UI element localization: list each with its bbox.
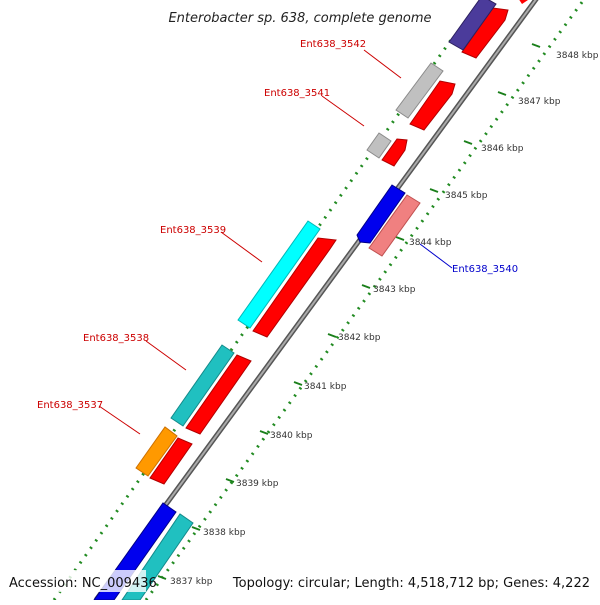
feature-ent638-3537[interactable] <box>135 426 178 477</box>
scale-tick <box>327 333 337 338</box>
scale-tick <box>497 91 507 96</box>
gene-label[interactable]: Ent638_3537 <box>37 400 103 411</box>
gene-label[interactable]: Ent638_3540 <box>452 264 518 275</box>
scale-label: 3848 kbp <box>556 51 599 61</box>
scale-label: 3837 kbp <box>170 577 213 587</box>
scale-label: 3838 kbp <box>203 528 246 538</box>
scale-tick <box>361 284 371 289</box>
scale-tick <box>395 236 405 241</box>
gene-label[interactable]: Ent638_3538 <box>83 333 149 344</box>
scale-label: 3844 kbp <box>409 238 452 248</box>
reverse-features <box>356 184 421 257</box>
leader-line <box>98 405 141 435</box>
scale-label: 3843 kbp <box>373 285 416 295</box>
accession-backdrop <box>6 570 146 592</box>
accession-text: Accession: NC_009436 <box>9 576 157 591</box>
scale-tick <box>293 381 303 386</box>
gene-label[interactable]: Ent638_3542 <box>300 39 366 50</box>
gene-labels: Ent638_3542 Ent638_3541 Ent638_3539 Ent6… <box>37 39 518 411</box>
scale-tick <box>531 43 541 48</box>
cds-feature[interactable] <box>149 437 193 485</box>
scale-label: 3839 kbp <box>236 479 279 489</box>
gene-label[interactable]: Ent638_3539 <box>160 225 226 236</box>
feature-ent638-3540[interactable] <box>368 194 421 257</box>
feature-ent638-3542[interactable] <box>395 62 444 119</box>
gene-label[interactable]: Ent638_3541 <box>264 88 330 99</box>
scale-label: 3840 kbp <box>270 431 313 441</box>
scale-label: 3841 kbp <box>304 382 347 392</box>
genome-backbone <box>93 0 539 602</box>
map-title: Enterobacter sp. 638, complete genome <box>168 11 431 26</box>
scale-labels: 3837 kbp 3838 kbp 3839 kbp 3840 kbp 3841… <box>170 51 599 587</box>
leader-line <box>220 231 263 263</box>
leader-line <box>145 340 187 371</box>
label-leaders <box>98 49 453 435</box>
leader-line <box>363 49 402 79</box>
scale-label: 3842 kbp <box>338 333 381 343</box>
scale-tick <box>157 575 167 580</box>
feature-blue-reverse[interactable] <box>356 184 406 244</box>
cds-track <box>149 0 528 485</box>
cds-feature[interactable] <box>516 0 528 4</box>
footer: Accession: NC_009436 Topology: circular;… <box>6 570 596 592</box>
feature-ent638-3538[interactable] <box>170 344 235 427</box>
summary-backdrop <box>258 570 596 592</box>
backbone-highlight <box>95 0 537 601</box>
feature-ent638-3541[interactable] <box>366 132 392 159</box>
scale-label: 3847 kbp <box>518 97 561 107</box>
gc-track-outer <box>144 0 586 601</box>
cds-feature[interactable] <box>409 80 456 131</box>
scale-ticks <box>157 43 541 580</box>
scale-tick <box>259 430 269 435</box>
scale-tick <box>191 526 201 531</box>
scale-tick <box>463 140 473 145</box>
leader-line <box>321 95 365 127</box>
scale-tick <box>429 188 439 193</box>
summary-text: Topology: circular; Length: 4,518,712 bp… <box>232 576 590 591</box>
scale-label: 3845 kbp <box>445 191 488 201</box>
feature-ent638-3539[interactable] <box>237 220 321 329</box>
cds-feature[interactable] <box>381 138 408 167</box>
cds-feature[interactable] <box>252 237 337 338</box>
scale-label: 3846 kbp <box>481 144 524 154</box>
cds-feature[interactable] <box>185 354 252 435</box>
scale-tick <box>225 478 235 483</box>
leader-line <box>419 243 453 269</box>
feature-navy[interactable] <box>448 0 497 51</box>
